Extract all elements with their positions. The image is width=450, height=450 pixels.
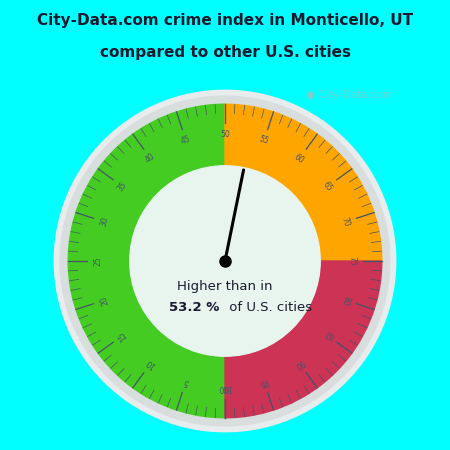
Text: 53.2 %: 53.2 %: [169, 301, 219, 314]
Text: 45: 45: [180, 135, 192, 146]
Text: 95: 95: [258, 376, 270, 387]
Text: 40: 40: [144, 152, 157, 165]
Text: 60: 60: [293, 152, 306, 165]
Text: 50: 50: [220, 130, 230, 139]
Text: compared to other U.S. cities: compared to other U.S. cities: [99, 45, 351, 60]
Text: 80: 80: [340, 294, 351, 306]
Wedge shape: [225, 261, 382, 418]
Text: 0: 0: [223, 383, 227, 392]
Text: 10: 10: [144, 357, 157, 370]
Text: Higher than in: Higher than in: [177, 280, 273, 293]
Text: 55: 55: [258, 135, 270, 146]
Text: City-Data.com crime index in Monticello, UT: City-Data.com crime index in Monticello,…: [37, 14, 413, 28]
Text: 20: 20: [99, 294, 110, 306]
Text: of U.S. cities: of U.S. cities: [225, 301, 312, 314]
Wedge shape: [225, 104, 382, 261]
Text: 90: 90: [293, 357, 306, 370]
Text: 25: 25: [94, 256, 103, 266]
Text: 70: 70: [340, 216, 351, 228]
Text: 100: 100: [218, 383, 232, 392]
Text: 15: 15: [116, 329, 129, 342]
Text: 30: 30: [99, 216, 110, 228]
Circle shape: [130, 166, 320, 356]
Wedge shape: [68, 104, 225, 418]
Text: ● City-Data.com: ● City-Data.com: [306, 90, 393, 100]
Text: 75: 75: [347, 256, 356, 266]
Circle shape: [54, 90, 396, 432]
Text: 65: 65: [321, 180, 334, 193]
Text: 5: 5: [182, 376, 189, 387]
Text: 85: 85: [321, 329, 334, 342]
Text: 35: 35: [116, 180, 129, 193]
Circle shape: [60, 96, 390, 426]
